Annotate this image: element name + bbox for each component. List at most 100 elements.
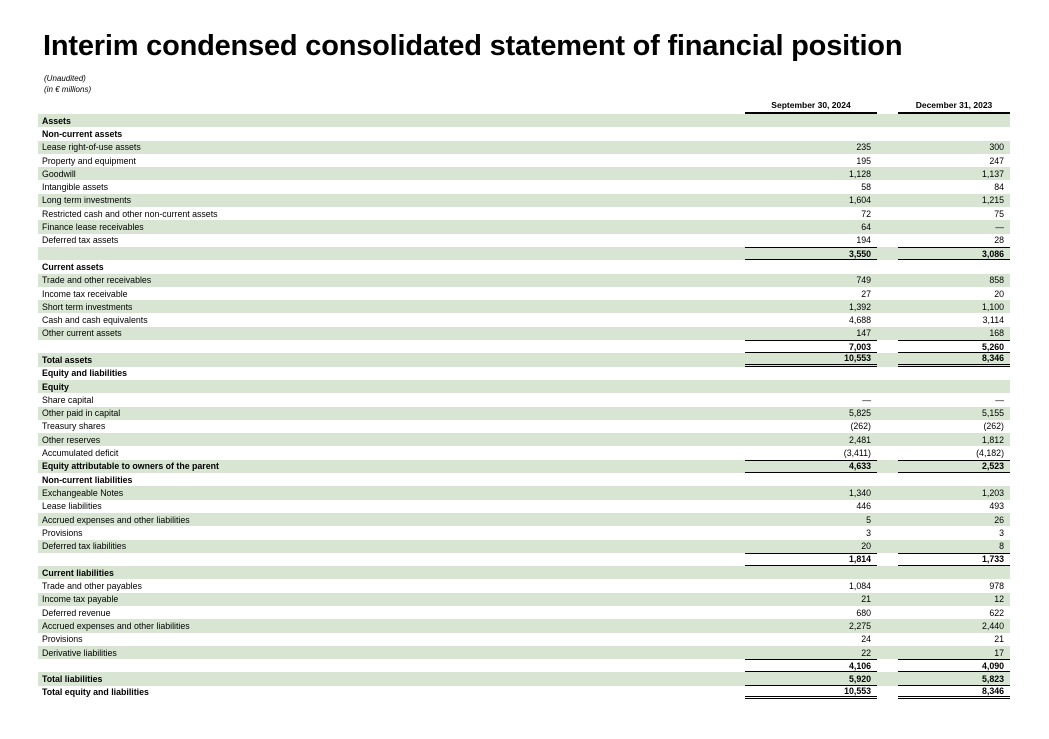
table-body: Assets Non-current assets Lease right-of-u… (38, 114, 1010, 700)
row-label: Income tax payable (42, 594, 119, 605)
value-sep-2024: 749 (856, 275, 871, 286)
value-dec-2023 (898, 380, 1010, 393)
column-gap (877, 407, 898, 420)
row-label: Derivative liabilities (42, 647, 117, 658)
row-label: Treasury shares (42, 421, 106, 432)
table-row: Lease liabilities 446 493 (38, 500, 1010, 513)
row-label: Total liabilities (42, 674, 103, 685)
row-label: Equity attributable to owners of the par… (42, 461, 219, 472)
value-sep-2024: 3 (866, 527, 871, 538)
value-dec-2023: 5,823 (898, 672, 1010, 686)
row-label: Provisions (42, 634, 83, 645)
value-sep-2024: 147 (856, 328, 871, 339)
table-row: Short term investments 1,392 1,100 (38, 300, 1010, 314)
column-gap (877, 220, 898, 233)
value-dec-2023: 858 (989, 275, 1004, 286)
row-label: Other paid in capital (42, 408, 121, 419)
table-row: Property and equipment 195 247 (38, 154, 1010, 167)
column-gap (877, 672, 898, 685)
column-gap (877, 593, 898, 606)
table-row: 7,003 5,260 (38, 340, 1010, 354)
row-label: Lease right-of-use assets (42, 142, 141, 153)
section-label: Current liabilities (42, 567, 114, 578)
value-dec-2023: 2,440 (981, 620, 1004, 631)
row-label (38, 659, 745, 672)
value-dec-2023: 20 (994, 288, 1004, 299)
value-sep-2024: 5,920 (745, 672, 877, 686)
value-sep-2024: 680 (856, 607, 871, 618)
section-label: Non-current liabilities (42, 474, 133, 485)
table-row: Non-current liabilities (38, 473, 1010, 486)
row-label: Exchangeable Notes (42, 487, 124, 498)
table-row: Current liabilities (38, 566, 1010, 580)
column-gap (877, 247, 898, 260)
table-row: Trade and other receivables 749 858 (38, 273, 1010, 287)
column-gap (877, 500, 898, 513)
value-sep-2024: 1,084 (848, 581, 871, 592)
row-label: Long term investments (42, 195, 131, 206)
table-row: Other reserves 2,481 1,812 (38, 433, 1010, 447)
column-gap (877, 194, 898, 207)
column-gap (877, 433, 898, 446)
column-gap (877, 99, 898, 114)
column-gap (877, 393, 898, 406)
section-label: Assets (42, 115, 71, 126)
value-sep-2024: 2,481 (848, 434, 871, 445)
table-row: Accrued expenses and other liabilities 5 2… (38, 512, 1010, 527)
value-dec-2023: (262) (983, 421, 1004, 432)
column-gap (877, 180, 898, 193)
value-sep-2024: 2,275 (848, 620, 871, 631)
value-sep-2024: 4,106 (745, 659, 877, 673)
value-dec-2023 (898, 473, 1010, 486)
value-dec-2023: 978 (989, 581, 1004, 592)
value-dec-2023: — (995, 394, 1004, 405)
row-label: Accrued expenses and other liabilities (42, 620, 190, 631)
row-label: Provisions (42, 527, 83, 538)
value-sep-2024: 194 (856, 235, 871, 246)
table-row: Exchangeable Notes 1,340 1,203 (38, 486, 1010, 500)
value-sep-2024: 4,688 (848, 315, 871, 326)
table-row: Income tax payable 21 12 (38, 592, 1010, 606)
row-label: Total equity and liabilities (42, 687, 149, 698)
column-gap (877, 380, 898, 393)
value-dec-2023: 493 (989, 501, 1004, 512)
table-row: Other current assets 147 168 (38, 326, 1010, 341)
value-sep-2024: 1,392 (848, 301, 871, 312)
value-dec-2023: 2,523 (898, 459, 1010, 474)
value-dec-2023: 1,733 (898, 552, 1010, 567)
table-row: Provisions 3 3 (38, 526, 1010, 539)
table-row: Deferred revenue 680 622 (38, 606, 1010, 619)
value-dec-2023: 1,215 (981, 195, 1004, 206)
row-label: Intangible assets (42, 182, 109, 193)
value-dec-2023: 3,086 (898, 246, 1010, 261)
row-label: Property and equipment (42, 155, 136, 166)
value-sep-2024: (262) (850, 421, 871, 432)
column-header-dec-2023: December 31, 2023 (898, 100, 1010, 114)
note-unaudited: (Unaudited) (44, 74, 86, 83)
column-gap (877, 633, 898, 646)
value-dec-2023: 247 (989, 155, 1004, 166)
column-gap (877, 234, 898, 247)
value-dec-2023 (898, 566, 1010, 579)
row-label: Other reserves (42, 434, 101, 445)
row-label: Income tax receivable (42, 288, 128, 299)
table-row: Share capital — — (38, 393, 1010, 406)
row-label (38, 247, 745, 260)
column-gap (877, 446, 898, 459)
value-dec-2023: 1,203 (981, 487, 1004, 498)
value-dec-2023: 1,100 (981, 301, 1004, 312)
table-row: Total liabilities 5,920 5,823 (38, 672, 1010, 686)
value-sep-2024: 58 (861, 182, 871, 193)
table-row: Treasury shares (262) (262) (38, 420, 1010, 433)
table-row: Derivative liabilities 22 17 (38, 645, 1010, 660)
row-label (38, 340, 745, 353)
value-sep-2024: — (862, 394, 871, 405)
value-dec-2023: (4,182) (976, 448, 1004, 459)
column-gap (877, 114, 898, 127)
row-label: Deferred revenue (42, 607, 111, 618)
value-sep-2024: 27 (861, 288, 871, 299)
row-label: Goodwill (42, 168, 76, 179)
column-gap (877, 340, 898, 353)
column-gap (877, 619, 898, 632)
column-gap (877, 473, 898, 486)
